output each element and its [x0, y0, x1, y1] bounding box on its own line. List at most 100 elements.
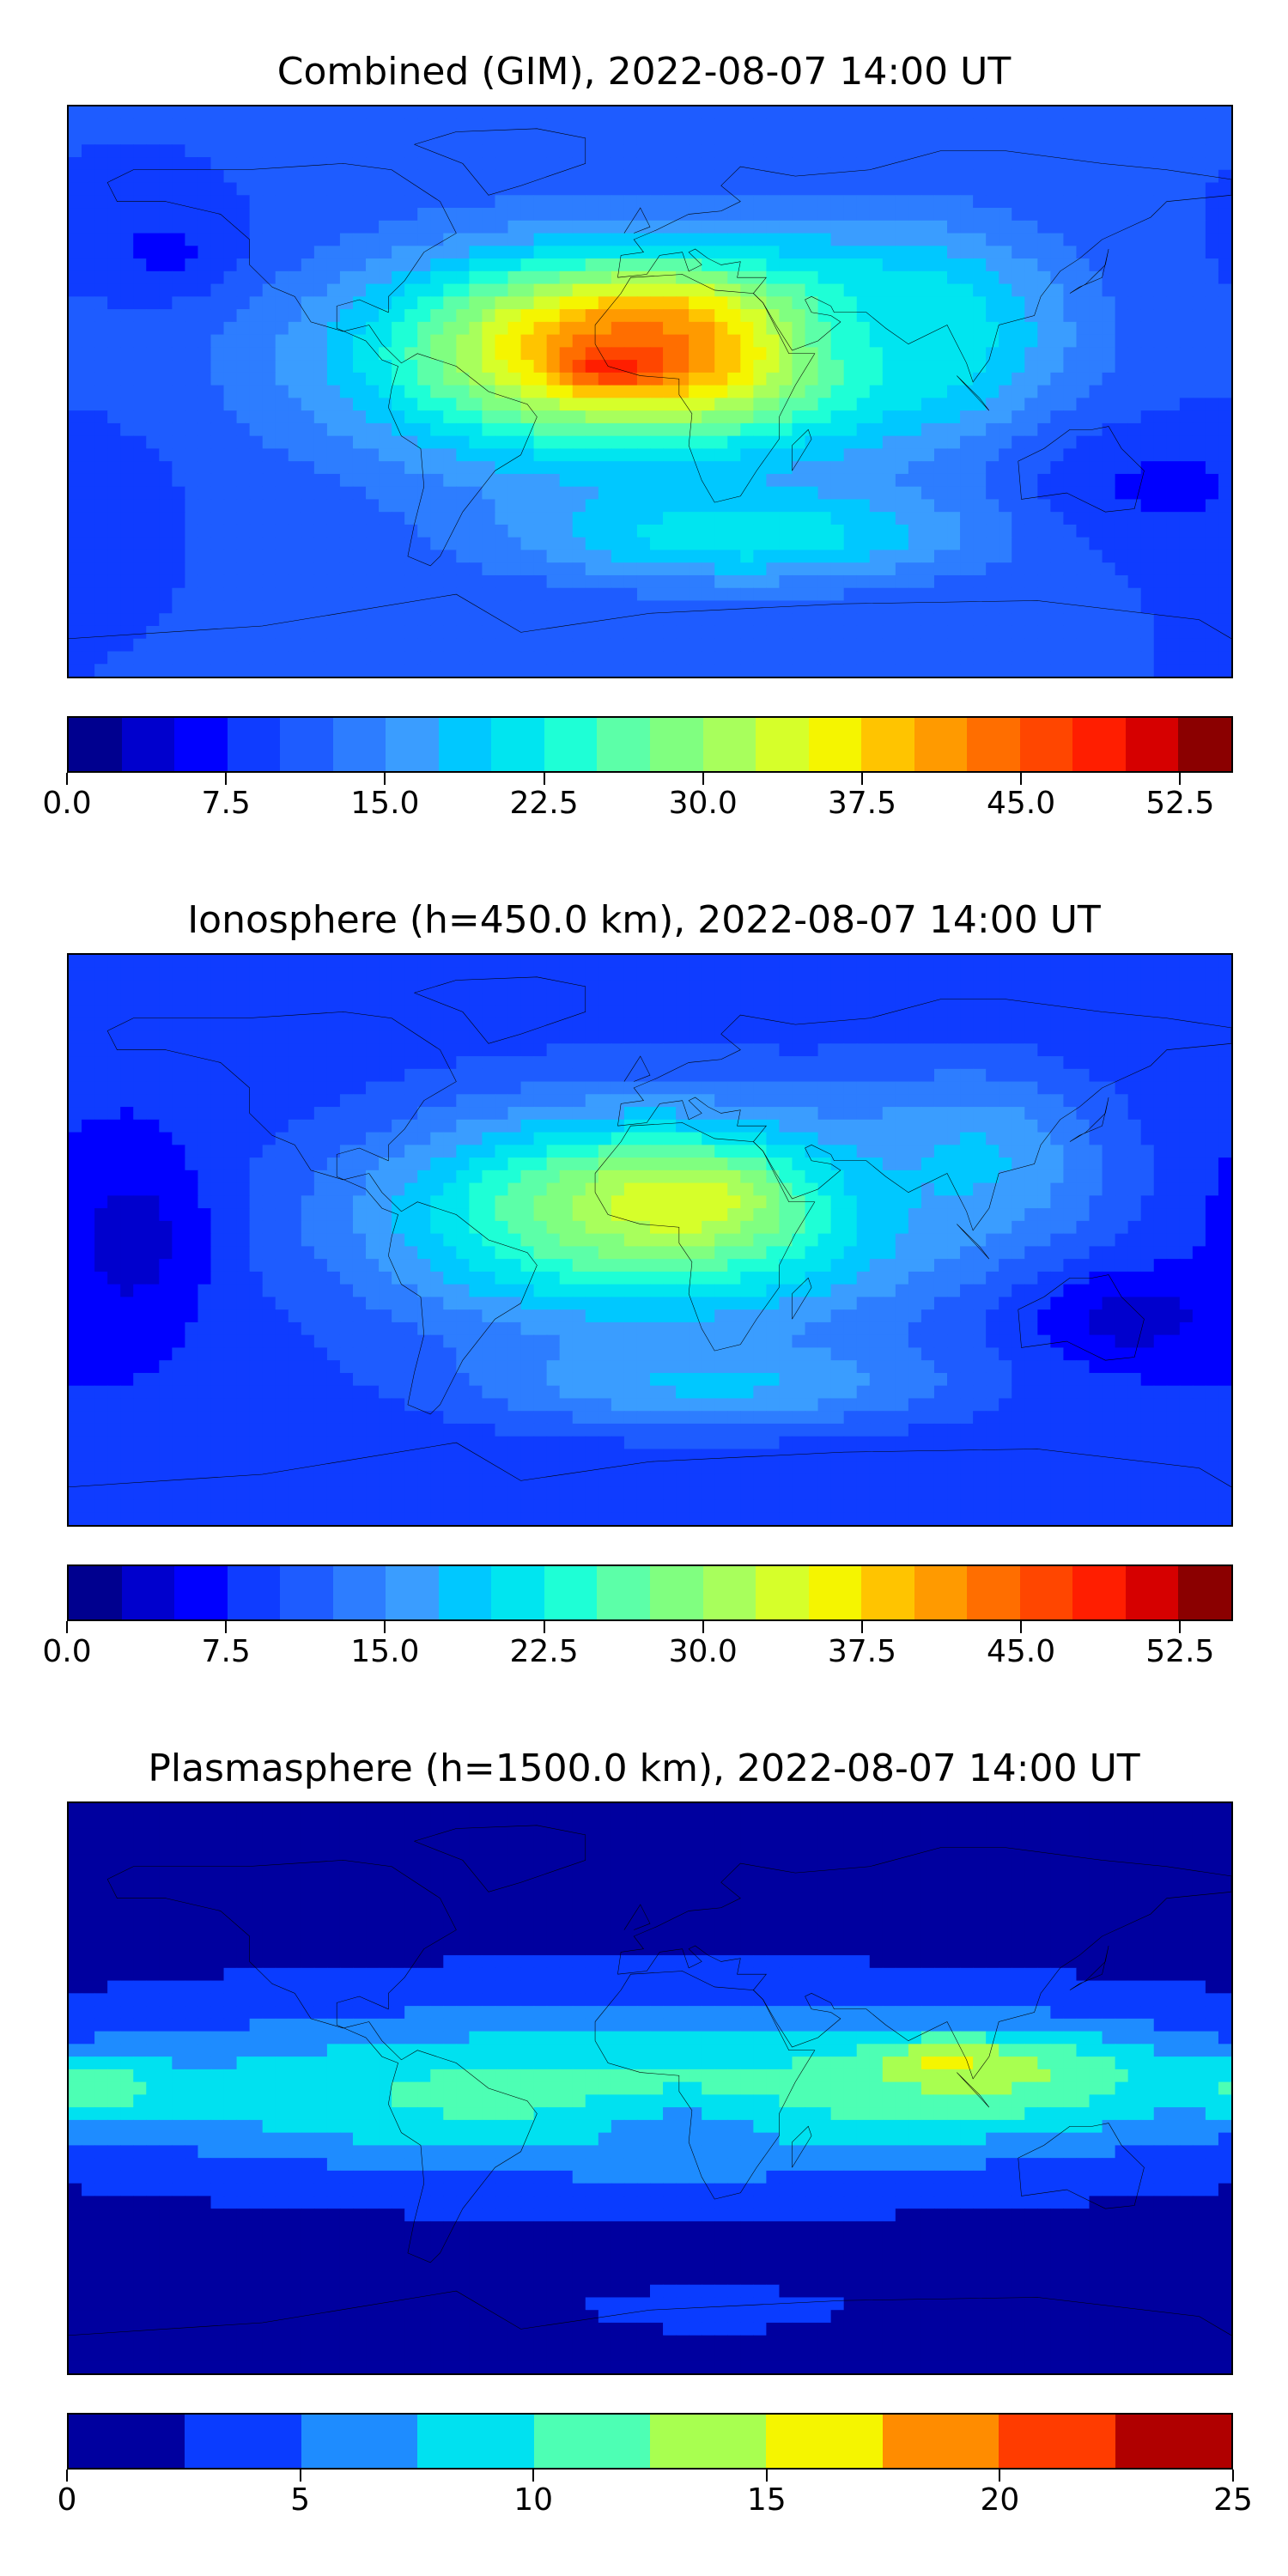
heatmap-cell	[107, 398, 121, 411]
heatmap-cell	[947, 270, 961, 285]
heatmap-cell	[908, 1068, 922, 1083]
heatmap-cell	[779, 1018, 793, 1032]
heatmap-cell	[585, 524, 599, 538]
heatmap-cell	[973, 967, 987, 981]
heatmap-cell	[559, 562, 574, 576]
heatmap-cell	[120, 524, 134, 538]
heatmap-cell	[197, 574, 212, 589]
heatmap-cell	[689, 321, 702, 336]
heatmap-cell	[417, 106, 431, 120]
heatmap-cell	[856, 220, 871, 234]
heatmap-cell	[197, 1043, 212, 1057]
heatmap-cell	[663, 1018, 677, 1032]
heatmap-cell	[249, 550, 264, 563]
heatmap-cell	[986, 587, 999, 602]
heatmap-cell	[482, 360, 496, 374]
heatmap-cell	[650, 385, 664, 398]
heatmap-cell	[572, 296, 586, 310]
heatmap-cell	[830, 1005, 845, 1019]
heatmap-cell	[1063, 309, 1078, 323]
heatmap-cell	[1102, 1005, 1116, 1019]
heatmap-cell	[999, 283, 1012, 297]
heatmap-cell	[933, 1056, 948, 1070]
heatmap-cell	[120, 233, 134, 246]
heatmap-cell	[830, 195, 845, 209]
heatmap-cell	[469, 613, 483, 627]
heatmap-cell	[947, 499, 961, 513]
heatmap-cell	[120, 131, 134, 145]
heatmap-cell	[443, 385, 457, 398]
heatmap-cell	[753, 574, 767, 589]
heatmap-cell	[869, 334, 884, 348]
heatmap-cell	[792, 220, 806, 234]
heatmap-cell	[559, 144, 574, 158]
heatmap-cell	[507, 1068, 522, 1083]
heatmap-cell	[326, 967, 341, 981]
heatmap-cell	[1012, 372, 1025, 386]
heatmap-cell	[443, 1068, 457, 1083]
heatmap-cell	[650, 574, 664, 589]
heatmap-cell	[933, 347, 948, 361]
panel-1-title: Combined (GIM), 2022-08-07 14:00 UT	[276, 50, 1012, 94]
heatmap-cell	[1102, 638, 1116, 653]
heatmap-cell	[417, 334, 431, 348]
heatmap-cell	[430, 537, 444, 550]
heatmap-cell	[159, 625, 173, 640]
heatmap-cell	[611, 283, 625, 297]
heatmap-cell	[133, 144, 147, 158]
heatmap-cell	[1179, 638, 1194, 653]
heatmap-cell	[392, 613, 405, 627]
heatmap-cell	[714, 258, 728, 272]
heatmap-cell	[133, 220, 147, 234]
heatmap-cell	[689, 1043, 702, 1057]
heatmap-cell	[275, 651, 289, 665]
heatmap-cell	[275, 625, 289, 640]
heatmap-cell	[830, 182, 845, 196]
heatmap-cell	[779, 613, 793, 627]
heatmap-cell	[663, 422, 677, 437]
heatmap-cell	[960, 625, 974, 640]
heatmap-cell	[960, 334, 974, 348]
heatmap-cell	[1076, 246, 1091, 259]
heatmap-cell	[469, 993, 483, 1006]
heatmap-cell	[856, 625, 871, 640]
heatmap-cell	[313, 1043, 328, 1057]
heatmap-cell	[69, 955, 82, 969]
heatmap-cell	[1127, 524, 1142, 538]
heatmap-cell	[1218, 385, 1231, 398]
heatmap-cell	[611, 613, 625, 627]
heatmap-cell	[172, 512, 185, 526]
heatmap-cell	[1153, 118, 1168, 133]
heatmap-cell	[817, 574, 832, 589]
heatmap-cell	[1050, 270, 1064, 285]
heatmap-cell	[999, 1068, 1012, 1083]
heatmap-cell	[792, 980, 806, 993]
heatmap-cell	[236, 347, 251, 361]
heatmap-cell	[404, 512, 418, 526]
heatmap-cell	[404, 385, 418, 398]
heatmap-cell	[1166, 208, 1181, 222]
heatmap-cell	[973, 651, 987, 665]
heatmap-cell	[288, 334, 302, 348]
heatmap-cell	[120, 955, 134, 969]
heatmap-cell	[210, 512, 225, 526]
heatmap-cell	[185, 435, 199, 449]
heatmap-cell	[339, 144, 354, 158]
heatmap-cell	[817, 512, 832, 526]
heatmap-cell	[404, 600, 418, 614]
heatmap-cell	[404, 131, 418, 145]
heatmap-cell	[262, 270, 276, 285]
heatmap-cell	[69, 587, 82, 602]
heatmap-cell	[973, 182, 987, 196]
heatmap-cell	[533, 664, 548, 677]
heatmap-cell	[379, 144, 392, 158]
heatmap-cell	[986, 220, 999, 234]
heatmap-cell	[352, 208, 367, 222]
heatmap-cell	[366, 233, 380, 246]
heatmap-cell	[920, 524, 935, 538]
heatmap-cell	[792, 486, 806, 500]
heatmap-cell	[352, 562, 367, 576]
heatmap-cell	[1037, 1018, 1051, 1032]
heatmap-cell	[430, 993, 444, 1006]
heatmap-cell	[301, 258, 315, 272]
